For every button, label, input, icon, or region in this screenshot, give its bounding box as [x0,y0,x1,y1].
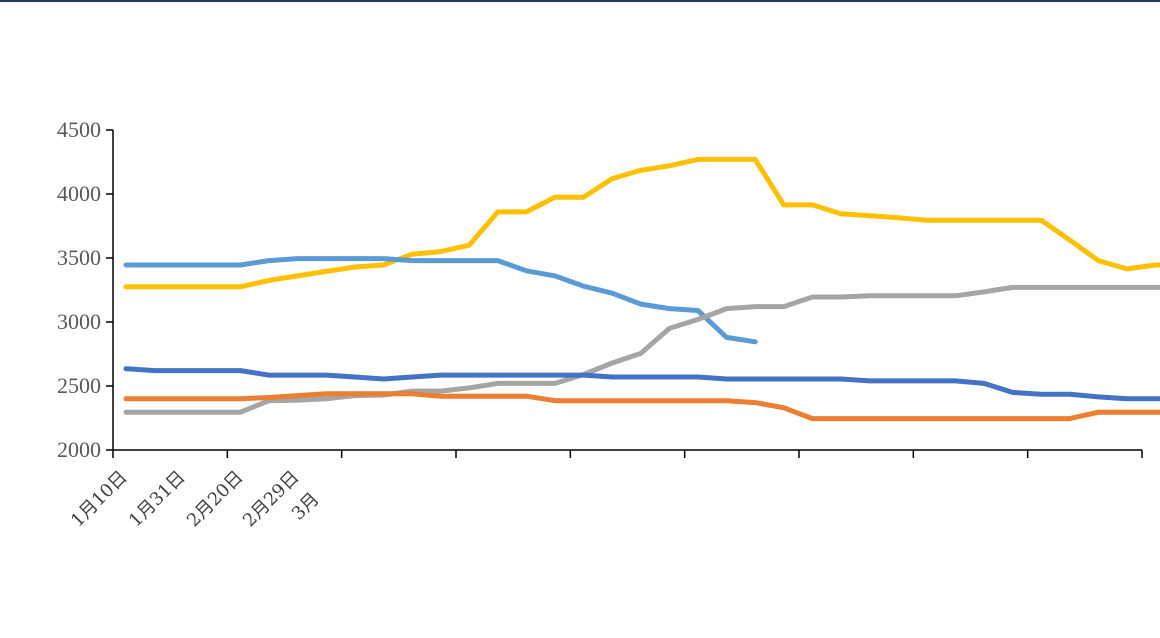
y-axis: 2000 2500 3000 3500 4000 4500 [57,117,114,462]
x-tick-label: 1月31日 [125,467,190,532]
y-tick-label: 3500 [57,245,101,270]
x-tick-label: 3月 [288,489,324,525]
series-line-5 [123,391,1160,422]
top-rule [0,0,1160,2]
x-tick-label: 1月10日 [67,467,132,532]
series-group [123,156,1160,422]
y-tick-label: 4000 [57,181,101,206]
x-tick-label: 2月20日 [183,467,248,532]
y-tick-label: 3000 [57,309,101,334]
y-tick-label: 4500 [57,117,101,142]
series-line-1 [123,156,1160,290]
x-tick-label: 2月29日 [239,467,304,532]
series-line-4 [123,366,1160,402]
y-tick-label: 2000 [57,437,101,462]
series-line-2 [123,256,758,345]
y-tick-label: 2500 [57,373,101,398]
